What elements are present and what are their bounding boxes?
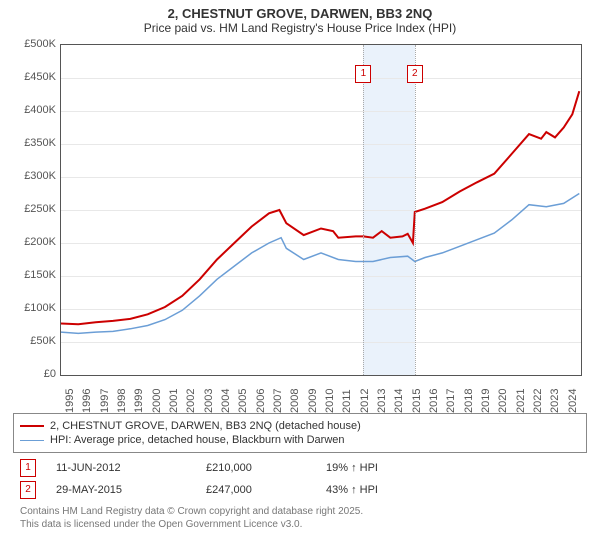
y-axis-label: £50K bbox=[10, 335, 56, 347]
x-axis-label: 1996 bbox=[81, 389, 93, 413]
x-axis-label: 2008 bbox=[289, 389, 301, 413]
sale-hpi-delta: 43% ↑ HPI bbox=[326, 484, 446, 496]
sales-table: 1 11-JUN-2012£210,00019% ↑ HPI 2 29-MAY-201… bbox=[20, 459, 580, 499]
plot-region: 12 bbox=[60, 44, 582, 376]
legend-row: HPI: Average price, detached house, Blac… bbox=[20, 434, 580, 446]
x-axis-label: 2002 bbox=[185, 389, 197, 413]
sale-marker-line bbox=[415, 45, 416, 375]
title-line-2: Price paid vs. HM Land Registry's House … bbox=[0, 21, 600, 35]
chart-area: 12 £0£50K£100K£150K£200K£250K£300K£350K£… bbox=[10, 39, 590, 409]
y-axis-label: £250K bbox=[10, 203, 56, 215]
x-axis-label: 2010 bbox=[324, 389, 336, 413]
footer-line-1: Contains HM Land Registry data © Crown c… bbox=[20, 505, 580, 518]
sale-date: 29-MAY-2015 bbox=[56, 484, 206, 496]
title-line-1: 2, CHESTNUT GROVE, DARWEN, BB3 2NQ bbox=[0, 6, 600, 21]
x-axis-label: 2005 bbox=[237, 389, 249, 413]
x-axis-label: 2001 bbox=[168, 389, 180, 413]
sale-date: 11-JUN-2012 bbox=[56, 462, 206, 474]
legend-row: 2, CHESTNUT GROVE, DARWEN, BB3 2NQ (deta… bbox=[20, 420, 580, 432]
sale-row: 2 29-MAY-2015£247,00043% ↑ HPI bbox=[20, 481, 580, 499]
y-axis-label: £300K bbox=[10, 170, 56, 182]
x-axis-label: 2003 bbox=[203, 389, 215, 413]
legend-label: HPI: Average price, detached house, Blac… bbox=[50, 434, 345, 446]
x-axis-label: 2014 bbox=[393, 389, 405, 413]
sale-price: £247,000 bbox=[206, 484, 326, 496]
x-axis-label: 2021 bbox=[515, 389, 527, 413]
chart-title-block: 2, CHESTNUT GROVE, DARWEN, BB3 2NQ Price… bbox=[0, 0, 600, 39]
footer-line-2: This data is licensed under the Open Gov… bbox=[20, 518, 580, 531]
legend-swatch bbox=[20, 440, 44, 441]
x-axis-label: 2024 bbox=[567, 389, 579, 413]
y-axis-label: £0 bbox=[10, 368, 56, 380]
sale-price: £210,000 bbox=[206, 462, 326, 474]
x-axis-label: 2012 bbox=[359, 389, 371, 413]
sale-marker-line bbox=[363, 45, 364, 375]
x-axis-label: 2015 bbox=[411, 389, 423, 413]
series-line bbox=[61, 91, 579, 324]
x-axis-label: 1995 bbox=[64, 389, 76, 413]
sale-hpi-delta: 19% ↑ HPI bbox=[326, 462, 446, 474]
x-axis-label: 2007 bbox=[272, 389, 284, 413]
y-axis-label: £450K bbox=[10, 71, 56, 83]
sale-marker-ref: 2 bbox=[20, 481, 36, 499]
x-axis-label: 2022 bbox=[532, 389, 544, 413]
x-axis-label: 2017 bbox=[445, 389, 457, 413]
x-axis-label: 2004 bbox=[220, 389, 232, 413]
x-axis-label: 2006 bbox=[255, 389, 267, 413]
x-axis-label: 2000 bbox=[151, 389, 163, 413]
y-axis-label: £400K bbox=[10, 104, 56, 116]
line-series-svg bbox=[61, 45, 581, 375]
sale-marker-box: 2 bbox=[407, 65, 423, 83]
legend-box: 2, CHESTNUT GROVE, DARWEN, BB3 2NQ (deta… bbox=[13, 413, 587, 453]
legend-swatch bbox=[20, 425, 44, 427]
x-axis-label: 2019 bbox=[480, 389, 492, 413]
x-axis-label: 2016 bbox=[428, 389, 440, 413]
x-axis-label: 2009 bbox=[307, 389, 319, 413]
x-axis-label: 2018 bbox=[463, 389, 475, 413]
series-line bbox=[61, 194, 579, 334]
legend-label: 2, CHESTNUT GROVE, DARWEN, BB3 2NQ (deta… bbox=[50, 420, 361, 432]
y-axis-label: £350K bbox=[10, 137, 56, 149]
x-axis-label: 2023 bbox=[549, 389, 561, 413]
y-axis-label: £150K bbox=[10, 269, 56, 281]
y-axis-label: £200K bbox=[10, 236, 56, 248]
x-axis-label: 2011 bbox=[341, 389, 353, 413]
y-axis-label: £500K bbox=[10, 38, 56, 50]
x-axis-label: 1997 bbox=[99, 389, 111, 413]
sale-marker-ref: 1 bbox=[20, 459, 36, 477]
x-axis-label: 2013 bbox=[376, 389, 388, 413]
x-axis-label: 1999 bbox=[133, 389, 145, 413]
sale-marker-box: 1 bbox=[355, 65, 371, 83]
y-axis-label: £100K bbox=[10, 302, 56, 314]
footer-attribution: Contains HM Land Registry data © Crown c… bbox=[20, 505, 580, 531]
x-axis-label: 1998 bbox=[116, 389, 128, 413]
x-axis-label: 2020 bbox=[497, 389, 509, 413]
sale-row: 1 11-JUN-2012£210,00019% ↑ HPI bbox=[20, 459, 580, 477]
